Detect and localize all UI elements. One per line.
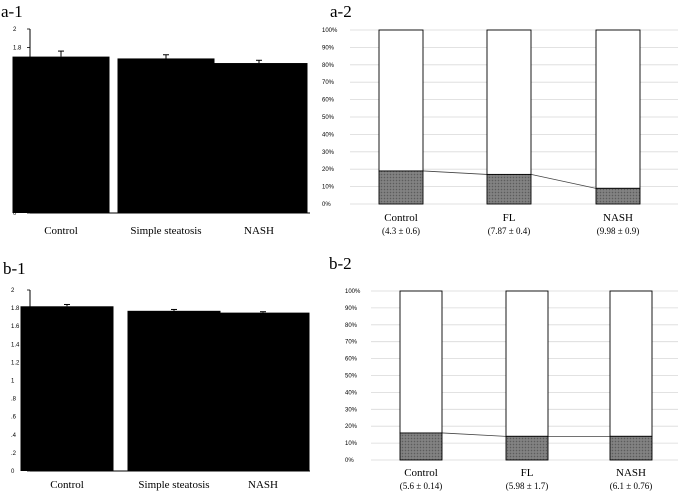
series-line	[422, 170, 488, 175]
y-tick-label: 20%	[322, 167, 335, 173]
y-tick-label: .8	[11, 397, 17, 403]
panel-label-b1: b-1	[3, 259, 26, 278]
y-tick-label: 1.2	[11, 360, 20, 366]
y-tick-label: 50%	[345, 374, 358, 380]
y-tick-label: .2	[11, 451, 17, 457]
category-label: Simple steatosis	[138, 479, 209, 491]
y-tick-label: 70%	[345, 340, 358, 346]
y-tick-label: .4	[11, 433, 17, 439]
y-tick-label: 90%	[345, 306, 358, 312]
bar-segment-upper	[486, 29, 532, 175]
category-label: NASH	[603, 212, 633, 224]
y-tick-label: 2	[13, 27, 17, 33]
category-label: NASH	[616, 467, 646, 479]
category-label: Control	[44, 225, 78, 237]
panel-label-b2: b-2	[329, 254, 352, 273]
category-label: Control	[404, 467, 438, 479]
bar-segment-lower	[609, 435, 653, 461]
category-label: Control	[384, 212, 418, 224]
y-tick-label: 60%	[345, 357, 358, 363]
bar-segment-lower	[595, 187, 641, 205]
y-tick-label: 100%	[345, 289, 361, 295]
bar-segment-lower	[486, 173, 532, 205]
series-line	[530, 174, 597, 189]
chart-b1: 0 .2 .4 .6 .8 1 1.2 1.4 1.6 1.8 2 Control Simple ste…	[11, 288, 310, 491]
y-tick-label: 1.6	[11, 324, 20, 330]
y-tick-label: 60%	[322, 98, 335, 104]
category-label: NASH	[248, 479, 278, 491]
category-label: FL	[521, 467, 534, 479]
y-tick-label: 40%	[345, 390, 358, 396]
y-tick-label: 1.8	[13, 45, 22, 51]
bar-segment-upper	[505, 290, 549, 437]
bar-segment-lower	[399, 432, 443, 461]
bar	[216, 312, 310, 471]
y-tick-label: 80%	[345, 323, 358, 329]
y-tick-label: 1.4	[11, 342, 20, 348]
category-sublabel: (7.87 ± 0.4)	[488, 226, 530, 236]
category-sublabel: (9.98 ± 0.9)	[597, 226, 639, 236]
y-tick-label: 1	[11, 379, 15, 385]
y-tick-label: 90%	[322, 45, 335, 51]
panel-label-a2: a-2	[330, 2, 352, 21]
y-tick-label: 100%	[322, 28, 338, 34]
y-tick-label: 40%	[322, 132, 335, 138]
y-tick-label: 0	[11, 469, 15, 475]
y-tick-label: 1.8	[11, 306, 20, 312]
bar	[12, 56, 110, 213]
category-sublabel: (4.3 ± 0.6)	[382, 226, 420, 236]
y-tick-label: 80%	[322, 63, 335, 69]
chart-b2: 0% 10% 20% 30% 40% 50% 60% 70% 80% 90% 100% Control…	[345, 289, 678, 491]
series-line	[441, 432, 507, 437]
y-tick-label: 2	[11, 288, 15, 294]
y-tick-label: 20%	[345, 424, 358, 430]
chart-a2: 0% 10% 20% 30% 40% 50% 60% 70% 80% 90% 100% Control…	[322, 28, 678, 236]
bar-segment-lower	[505, 435, 549, 461]
y-tick-label: 70%	[322, 80, 335, 86]
bar-segment-upper	[595, 29, 641, 189]
bar	[117, 58, 215, 213]
y-tick-label: 10%	[345, 441, 358, 447]
y-tick-label: 30%	[345, 407, 358, 413]
bar	[20, 306, 114, 471]
bar	[127, 310, 221, 471]
category-sublabel: (5.6 ± 0.14)	[400, 481, 442, 491]
category-label: Simple steatosis	[130, 225, 201, 237]
y-tick-label: 0	[13, 211, 17, 217]
bar	[210, 63, 308, 213]
y-tick-label: 30%	[322, 150, 335, 156]
y-tick-label: 50%	[322, 115, 335, 121]
y-tick-label: 10%	[322, 185, 335, 191]
panel-label-a1: a-1	[1, 2, 23, 21]
category-label: NASH	[244, 225, 274, 237]
category-label: FL	[503, 212, 516, 224]
category-sublabel: (6.1 ± 0.76)	[610, 481, 652, 491]
category-sublabel: (5.98 ± 1.7)	[506, 481, 548, 491]
category-label: Control	[50, 479, 84, 491]
y-tick-label: 0%	[345, 458, 354, 464]
y-tick-label: .6	[11, 415, 17, 421]
y-tick-label: 0%	[322, 202, 331, 208]
bar-segment-lower	[378, 170, 424, 205]
bar-segment-upper	[609, 290, 653, 437]
bar-segment-upper	[399, 290, 443, 434]
bar-segment-upper	[378, 29, 424, 172]
